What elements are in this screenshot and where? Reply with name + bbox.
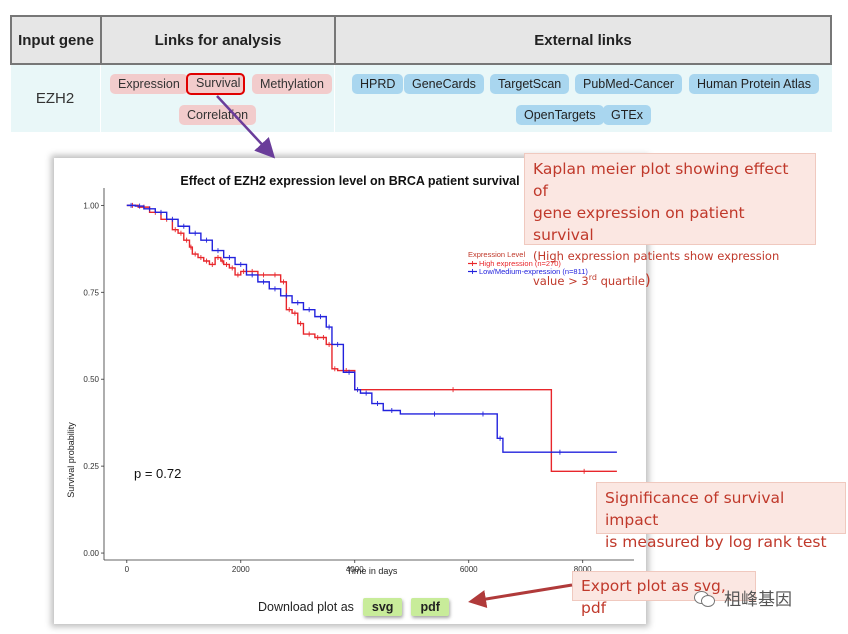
x-tick-label: 8000 — [574, 565, 592, 574]
km-sub-line2-post: quartile — [596, 273, 645, 288]
km-chart: 0.00 0.25 0.50 0.75 1.00 0 2000 4000 6000 8000 Su… — [66, 188, 634, 576]
y-tick-label: 0.00 — [83, 549, 99, 558]
y-tick-label: 1.00 — [83, 201, 99, 210]
km-annotation-line2: gene expression on patient survival — [533, 204, 745, 244]
cell-gene — [10, 65, 100, 132]
export-text: Export plot as svg, pdf — [581, 577, 726, 617]
series-layer — [126, 202, 617, 474]
significance-annotation: Significance of survival impact is measu… — [596, 482, 846, 551]
header-external-links: External links — [334, 15, 832, 65]
x-axis-label: Time in days — [347, 566, 398, 576]
km-sub-line2-pre: value > 3 — [533, 273, 589, 288]
x-tick-label: 0 — [125, 565, 130, 574]
km-sub-line2-sup: rd — [588, 273, 597, 282]
download-label: Download plot as — [258, 600, 354, 614]
significance-line1: Significance of survival impact — [605, 489, 785, 529]
link-gtex[interactable]: GTEx — [603, 105, 651, 125]
watermark: 柤峰基因 — [694, 585, 792, 610]
series-line-high — [126, 204, 617, 473]
x-tick-label: 4000 — [346, 565, 364, 574]
km-annotation-sub: (High expression patients show expressio… — [533, 246, 807, 292]
link-targetscan[interactable]: TargetScan — [490, 74, 570, 94]
legend-entry: High expression (n=270) — [479, 259, 561, 268]
km-annotation: Kaplan meier plot showing effect of gene… — [524, 153, 816, 289]
legend-title: Expression Level — [468, 250, 525, 259]
plot-title: Effect of EZH2 expression level on BRCA … — [180, 174, 520, 188]
significance-line2: is measured by log rank test — [605, 533, 827, 551]
y-tick-label: 0.25 — [83, 462, 99, 471]
download-row: Download plot as svg pdf — [258, 596, 449, 618]
wechat-icon — [694, 589, 716, 607]
x-tick-label: 2000 — [232, 565, 250, 574]
download-pdf-button[interactable]: pdf — [411, 598, 449, 616]
link-hprd[interactable]: HPRD — [352, 74, 404, 94]
p-value-label: p = 0.72 — [134, 466, 181, 481]
link-genecards[interactable]: GeneCards — [404, 74, 484, 94]
link-correlation[interactable]: Correlation — [179, 105, 257, 125]
link-pubmed-cancer[interactable]: PubMed-Cancer — [575, 74, 683, 94]
km-annotation-line1: Kaplan meier plot showing effect of — [533, 160, 789, 200]
link-opentargets[interactable]: OpenTargets — [516, 105, 604, 125]
link-methylation[interactable]: Methylation — [252, 74, 332, 94]
series-line-low — [126, 204, 617, 453]
link-human-protein-atlas[interactable]: Human Protein Atlas — [689, 74, 819, 94]
link-expression[interactable]: Expression — [110, 74, 188, 94]
y-axis-label: Survival probability — [66, 422, 76, 498]
km-sub-close: ) — [644, 270, 651, 289]
header-links-for-analysis: Links for analysis — [100, 15, 336, 65]
gene-name: EZH2 — [35, 90, 75, 107]
km-sub-line1: (High expression patients show expressio… — [533, 249, 780, 263]
y-tick-label: 0.50 — [83, 375, 99, 384]
axes: 0.00 0.25 0.50 0.75 1.00 0 2000 4000 6000 8000 — [83, 188, 634, 574]
link-survival[interactable]: Survival — [186, 73, 245, 95]
export-annotation: Export plot as svg, pdf — [572, 571, 756, 617]
y-tick-label: 0.75 — [83, 288, 99, 297]
header-input-gene: Input gene — [10, 15, 102, 65]
watermark-text: 柤峰基因 — [724, 590, 792, 610]
download-svg-button[interactable]: svg — [362, 598, 403, 616]
legend-entry: Low/Medium-expression (n=811) — [479, 267, 588, 276]
x-tick-label: 6000 — [460, 565, 478, 574]
